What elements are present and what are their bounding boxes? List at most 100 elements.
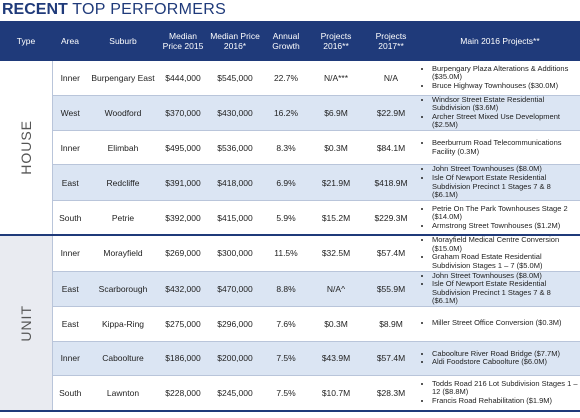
table-cell: $200,000: [208, 341, 262, 376]
table-cell: Inner: [52, 130, 88, 166]
table-cell: $275,000: [158, 306, 208, 342]
project-item: John Street Townhouses ($8.0M): [432, 271, 578, 281]
table-row: South Petrie $392,000 $415,000 5.9% $15.2M $22…: [0, 200, 580, 237]
project-item: Aldi Foodstore Caboolture ($6.0M): [432, 358, 578, 367]
projects-cell: Petrie On The Park Townhouses Stage 2 ($…: [420, 200, 580, 237]
table-cell: $57.4M: [362, 341, 420, 376]
table-cell: Lawnton: [88, 375, 158, 412]
table-row: East Kippa-Ring $275,000 $296,000 7.6% $0.3M $…: [0, 306, 580, 342]
table-cell: Caboolture: [88, 341, 158, 376]
project-item: Graham Road Estate Residential Subdivisi…: [432, 253, 578, 270]
project-item: Caboolture River Road Bridge ($7.7M): [432, 349, 578, 359]
table-cell: South: [52, 200, 88, 237]
project-item: Isle Of Newport Estate Residential Subdi…: [432, 279, 578, 306]
table-row: HOUSE Inner Burpengary East $444,000 $545,00…: [0, 61, 580, 237]
table-row: UNIT Inner Morayfield $269,000 $300,000 11.5%…: [0, 235, 580, 412]
table-row: East Redcliffe $391,000 $418,000 6.9% $21.9M $…: [0, 164, 580, 201]
table-cell: N/A***: [310, 61, 362, 96]
table-cell: $186,000: [158, 341, 208, 376]
table-cell: $545,000: [208, 61, 262, 96]
table-cell: $418.9M: [362, 164, 420, 201]
table-cell: Petrie: [88, 200, 158, 237]
table-cell: $391,000: [158, 164, 208, 201]
column-header: Area: [52, 21, 88, 61]
table-cell: $8.9M: [362, 306, 420, 342]
table-cell: $32.5M: [310, 235, 362, 272]
project-item: Miller Street Office Conversion ($0.3M): [432, 319, 578, 328]
project-item: Morayfield Medical Centre Conversion ($1…: [432, 235, 578, 253]
table-cell: $418,000: [208, 164, 262, 201]
projects-cell: John Street Townhouses ($8.0M)Isle Of Ne…: [420, 271, 580, 308]
table-cell: Burpengary East: [88, 61, 158, 96]
table-cell: $370,000: [158, 95, 208, 131]
projects-cell: Beerburrum Road Telecommunications Facil…: [420, 130, 580, 166]
table-cell: $22.9M: [362, 95, 420, 131]
project-list: Beerburrum Road Telecommunications Facil…: [424, 138, 578, 156]
table-cell: $15.2M: [310, 200, 362, 237]
column-header: Median Price 2015: [158, 21, 208, 61]
table-cell: $495,000: [158, 130, 208, 166]
table-cell: 8.8%: [262, 271, 310, 308]
column-header: Median Price 2016*: [208, 21, 262, 61]
header-row: Type Area Suburb Median Price 2015 Median Pr…: [0, 21, 580, 61]
table-cell: South: [52, 375, 88, 412]
type-cell: UNIT: [0, 235, 53, 412]
table-cell: $245,000: [208, 375, 262, 412]
table-cell: Woodford: [88, 95, 158, 131]
table-cell: N/A^: [310, 271, 362, 308]
project-item: Armstrong Street Townhouses ($1.2M): [432, 221, 578, 231]
title-bold: RECENT: [2, 1, 68, 18]
projects-cell: Miller Street Office Conversion ($0.3M): [420, 306, 580, 342]
project-list: Miller Street Office Conversion ($0.3M): [424, 319, 578, 328]
project-list: Windsor Street Estate Residential Subdiv…: [424, 95, 578, 130]
table-cell: 11.5%: [262, 235, 310, 272]
table-cell: Inner: [52, 341, 88, 376]
projects-cell: Burpengary Plaza Alterations & Additions…: [420, 61, 580, 96]
table-cell: 6.9%: [262, 164, 310, 201]
title-rest: TOP PERFORMERS: [72, 1, 227, 18]
project-list: Petrie On The Park Townhouses Stage 2 ($…: [424, 204, 578, 231]
column-header: Annual Growth: [262, 21, 310, 61]
project-item: Bruce Highway Townhouses ($30.0M): [432, 81, 578, 91]
table-cell: $28.3M: [362, 375, 420, 412]
table-cell: $269,000: [158, 235, 208, 272]
table-cell: $296,000: [208, 306, 262, 342]
project-item: Todds Road 216 Lot Subdivision Stages 1 …: [432, 379, 578, 397]
table-cell: 8.3%: [262, 130, 310, 166]
table-cell: $300,000: [208, 235, 262, 272]
table-cell: $470,000: [208, 271, 262, 308]
project-list: Caboolture River Road Bridge ($7.7M)Aldi…: [424, 349, 578, 367]
projects-cell: Windsor Street Estate Residential Subdiv…: [420, 95, 580, 131]
project-list: John Street Townhouses ($8.0M)Isle Of Ne…: [424, 271, 578, 306]
table-cell: East: [52, 306, 88, 342]
table-cell: $84.1M: [362, 130, 420, 166]
projects-cell: John Street Townhouses ($8.0M)Isle Of Ne…: [420, 165, 580, 201]
project-item: Petrie On The Park Townhouses Stage 2 ($…: [432, 204, 578, 222]
column-header: Projects 2016**: [310, 21, 362, 61]
performers-table: Type Area Suburb Median Price 2015 Median Pr…: [0, 21, 580, 412]
table-cell: $229.3M: [362, 200, 420, 237]
table-row: Inner Caboolture $186,000 $200,000 7.5% $43.9…: [0, 341, 580, 376]
table-cell: N/A: [362, 61, 420, 96]
table-cell: $415,000: [208, 200, 262, 237]
column-header: Main 2016 Projects**: [420, 21, 580, 61]
project-list: Todds Road 216 Lot Subdivision Stages 1 …: [424, 379, 578, 406]
projects-cell: Morayfield Medical Centre Conversion ($1…: [420, 235, 580, 272]
table-cell: $536,000: [208, 130, 262, 166]
table-cell: $55.9M: [362, 271, 420, 308]
table-cell: East: [52, 164, 88, 201]
table-cell: Scarborough: [88, 271, 158, 308]
table-cell: $21.9M: [310, 164, 362, 201]
project-item: Beerburrum Road Telecommunications Facil…: [432, 138, 578, 156]
table-row: East Scarborough $432,000 $470,000 8.8% N/A^ $…: [0, 271, 580, 308]
title: RECENT TOP PERFORMERS: [0, 0, 580, 21]
table-body: HOUSE Inner Burpengary East $444,000 $545,00…: [0, 61, 580, 412]
table-cell: 5.9%: [262, 200, 310, 237]
project-list: John Street Townhouses ($8.0M)Isle Of Ne…: [424, 165, 578, 199]
project-item: Burpengary Plaza Alterations & Additions…: [432, 64, 578, 82]
table-cell: $392,000: [158, 200, 208, 237]
table-cell: $0.3M: [310, 306, 362, 342]
project-list: Burpengary Plaza Alterations & Additions…: [424, 64, 578, 91]
table-cell: 22.7%: [262, 61, 310, 96]
